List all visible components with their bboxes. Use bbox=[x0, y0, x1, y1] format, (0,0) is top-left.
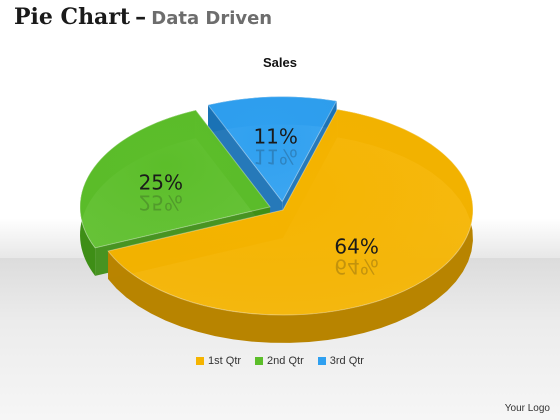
legend: 1st Qtr 2nd Qtr 3rd Qtr bbox=[0, 355, 560, 367]
chart-title: Sales bbox=[263, 55, 297, 70]
data-label-reflection-3rd-qtr: 11% bbox=[253, 145, 297, 169]
slice-2nd-qtr[interactable] bbox=[79, 109, 271, 249]
legend-label-2nd-qtr: 2nd Qtr bbox=[267, 355, 304, 367]
legend-label-3rd-qtr: 3rd Qtr bbox=[329, 355, 364, 367]
legend-swatch-3rd-qtr bbox=[317, 357, 326, 365]
data-label-2nd-qtr: 25% bbox=[139, 170, 183, 194]
legend-swatch-1st-qtr bbox=[196, 357, 205, 365]
data-label-1st-qtr: 64% bbox=[334, 234, 378, 258]
title-dash: – bbox=[135, 4, 147, 30]
legend-item-2nd-qtr[interactable]: 2nd Qtr bbox=[255, 355, 304, 367]
legend-item-1st-qtr[interactable]: 1st Qtr bbox=[196, 355, 241, 367]
legend-label-1st-qtr: 1st Qtr bbox=[208, 355, 242, 367]
data-label-reflection-2nd-qtr: 25% bbox=[139, 190, 183, 214]
data-label-reflection-1st-qtr: 64% bbox=[334, 254, 378, 278]
title-subtitle: Data Driven bbox=[151, 8, 273, 29]
logo-text: Your Logo bbox=[504, 403, 550, 414]
slice-cut-3rd-qtr-0 bbox=[208, 104, 283, 230]
title-main: Pie Chart bbox=[14, 4, 131, 30]
legend-item-3rd-qtr[interactable]: 3rd Qtr bbox=[317, 355, 364, 367]
slice-3rd-qtr[interactable] bbox=[207, 96, 338, 203]
page-title: Pie Chart – Data Driven bbox=[14, 4, 272, 30]
slice-1st-qtr[interactable] bbox=[107, 108, 474, 316]
data-label-3rd-qtr: 11% bbox=[253, 125, 297, 149]
legend-swatch-2nd-qtr bbox=[255, 357, 264, 365]
